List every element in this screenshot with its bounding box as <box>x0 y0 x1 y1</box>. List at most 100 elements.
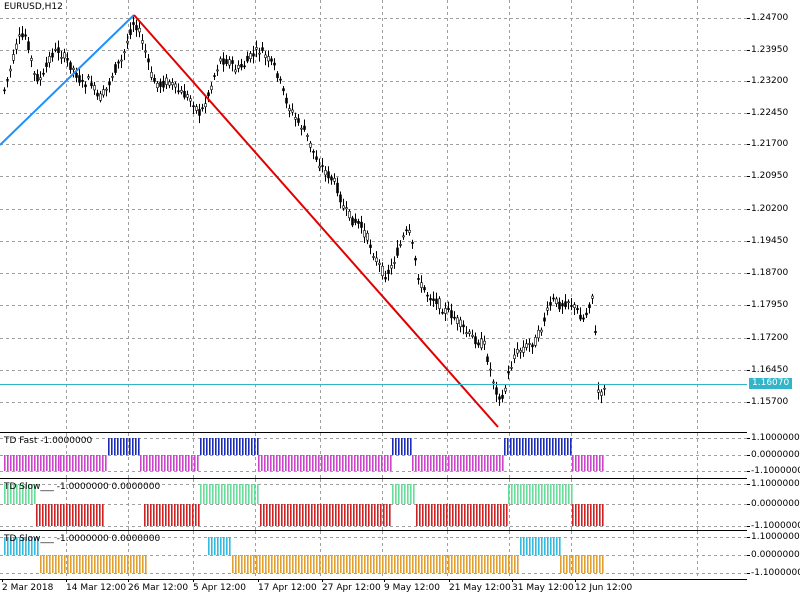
indicator-bar <box>513 438 515 455</box>
indicator-bar <box>469 555 471 573</box>
indicator-bar <box>19 484 21 504</box>
indicator-bar <box>236 438 238 455</box>
indicator-bar <box>394 555 396 573</box>
candle-body <box>45 62 48 67</box>
indicator-bar <box>437 504 439 526</box>
price-tick-label: 1.23950 <box>746 45 789 55</box>
indicator-bar <box>409 555 411 573</box>
indicator-bar <box>212 484 214 504</box>
price-chart-canvas[interactable] <box>0 0 747 433</box>
candle-body <box>27 41 30 51</box>
candle-body <box>525 343 528 348</box>
indicator-bar <box>144 504 146 526</box>
indicator-bar <box>449 504 451 526</box>
indicator-bar <box>343 555 345 573</box>
indicator-bar <box>302 504 304 526</box>
indicator-bar <box>537 438 539 455</box>
indicator-bar <box>448 455 450 471</box>
candle-body <box>474 336 477 345</box>
candle-body <box>261 47 264 51</box>
indicator-bar <box>443 504 445 526</box>
indicator-bar <box>135 438 137 455</box>
candle-body <box>174 83 177 88</box>
indicator-bar <box>277 555 279 573</box>
indicator-bar <box>526 484 528 504</box>
candle-body <box>510 367 513 369</box>
candle-body <box>564 301 567 307</box>
candle-body <box>63 52 66 59</box>
indicator-bar <box>96 455 98 471</box>
indicator-bar <box>118 555 120 573</box>
indicator-bar <box>584 555 586 573</box>
indicator-bar <box>593 504 595 526</box>
time-tick-label: 21 May 12:00 <box>449 579 511 593</box>
indicator-bar <box>581 455 583 471</box>
candle-body <box>168 81 171 86</box>
candle-body <box>522 346 525 353</box>
candle-body <box>456 317 459 324</box>
td-slow-pane-2[interactable]: TD Slow___ -1.0000000 0.0000000 <box>0 531 747 580</box>
indicator-bar <box>407 484 409 504</box>
indicator-bar <box>327 455 329 471</box>
candle-body <box>369 244 372 248</box>
candle-body <box>111 76 114 78</box>
indicator-bar <box>238 555 240 573</box>
indicator-bar <box>439 455 441 471</box>
indicator-bar <box>299 504 301 526</box>
indicator-bar <box>140 455 142 471</box>
price-axis[interactable]: 1.24700 1.23950 1.23200 1.22450 1.21700 1.209… <box>746 0 800 433</box>
indicator-bar <box>553 484 555 504</box>
indicator-bar <box>16 537 18 555</box>
indicator-bar <box>108 438 110 455</box>
td-fast-pane[interactable]: TD Fast -1.0000000 <box>0 433 747 479</box>
indicator-bar <box>511 555 513 573</box>
indicator-bar <box>275 504 277 526</box>
candle-body <box>444 308 447 314</box>
candle-body <box>546 307 549 311</box>
indicator-bar <box>502 555 504 573</box>
indicator-bar <box>584 504 586 526</box>
candle-body <box>531 344 534 348</box>
indicator-bar <box>173 455 175 471</box>
price-chart-pane[interactable]: EURUSD,H12 <box>0 0 747 433</box>
candle-body <box>489 368 492 371</box>
indicator-bar <box>294 455 296 471</box>
indicator-bar <box>298 555 300 573</box>
candle-body <box>384 277 387 280</box>
indicator-bar <box>315 455 317 471</box>
candle-body <box>252 53 255 57</box>
indicator-bar <box>371 504 373 526</box>
candle-body <box>360 221 363 228</box>
indicator-bar <box>470 504 472 526</box>
candle-body <box>213 75 216 77</box>
indicator-bar <box>572 555 574 573</box>
indicator-bar <box>540 438 542 455</box>
indicator-bar <box>221 484 223 504</box>
indicator-bar <box>362 504 364 526</box>
indicator-bar <box>152 455 154 471</box>
indicator-bar <box>572 455 574 471</box>
indicator-bar <box>87 504 89 526</box>
indicator-bar <box>359 504 361 526</box>
indicator-bar <box>102 504 104 526</box>
candle-body <box>276 73 279 79</box>
indicator-bar <box>568 484 570 504</box>
indicator-bar <box>57 504 59 526</box>
time-tick-label: 5 Apr 12:00 <box>193 579 246 593</box>
indicator-bar <box>37 455 39 471</box>
candle-body <box>135 25 138 31</box>
indicator-bar <box>430 555 432 573</box>
indicator-bar <box>28 455 30 471</box>
candle-body <box>141 40 144 44</box>
indicator-bar <box>60 504 62 526</box>
indicator-bar <box>457 455 459 471</box>
candle-body <box>597 389 600 393</box>
td-slow-pane-1[interactable]: TD Slow___ -1.0000000 0.0000000 <box>0 479 747 531</box>
indicator-bar <box>590 504 592 526</box>
indicator-bar <box>324 455 326 471</box>
indicator-bar <box>106 555 108 573</box>
candle-body <box>48 56 51 63</box>
candle-body <box>177 90 180 93</box>
time-axis[interactable]: 2 Mar 2018 14 Mar 12:00 26 Mar 12:00 5 Apr … <box>0 579 800 600</box>
indicator-bar <box>564 438 566 455</box>
